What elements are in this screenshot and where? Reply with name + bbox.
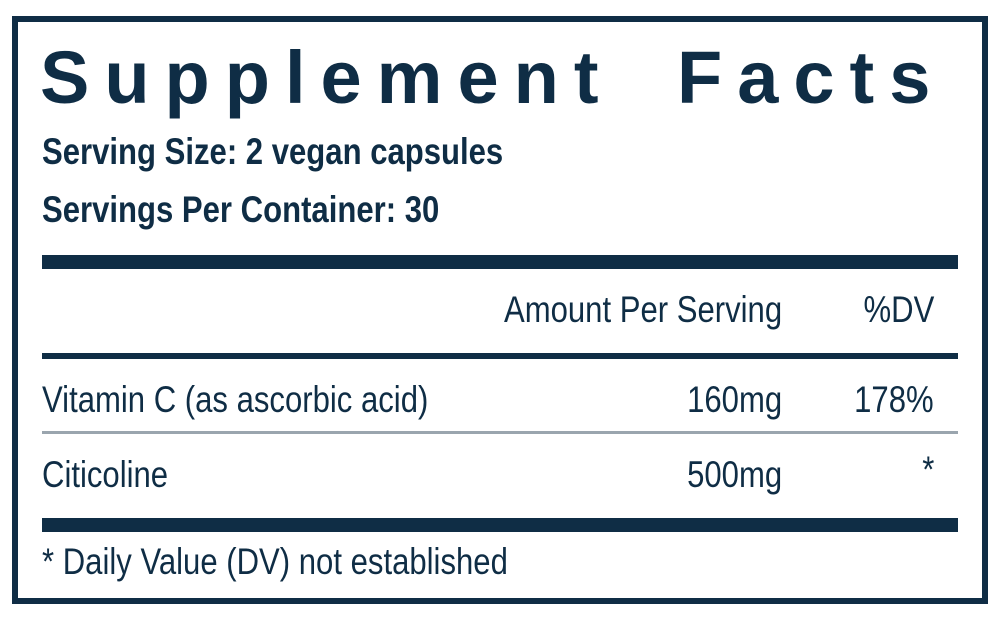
thick-divider-top <box>42 255 958 269</box>
header-amount: Amount Per Serving <box>451 290 782 330</box>
servings-per-container: Servings Per Container: 30 <box>42 190 515 230</box>
supplement-facts-panel <box>12 16 988 604</box>
panel-title: Supplement Facts <box>40 36 946 119</box>
servings-per-container-text: Servings Per Container: 30 <box>42 189 440 230</box>
nutrient-dv: 178% <box>854 379 934 420</box>
header-dv: %DV <box>850 290 934 330</box>
serving-size-text: Serving Size: 2 vegan capsules <box>42 131 504 172</box>
row-citicoline-amount: 500mg <box>669 455 782 495</box>
serving-size: Serving Size: 2 vegan capsules <box>42 132 591 172</box>
thick-divider-bottom <box>42 518 958 532</box>
nutrient-amount: 500mg <box>686 454 782 495</box>
row-vitamin-c-amount: 160mg <box>669 380 782 420</box>
nutrient-amount: 160mg <box>686 379 782 420</box>
row-divider <box>42 431 958 434</box>
nutrient-name: Citicoline <box>42 454 169 495</box>
row-citicoline-dv: * <box>920 450 934 490</box>
nutrient-name: Vitamin C (as ascorbic acid) <box>42 379 429 420</box>
row-vitamin-c-dv: 178% <box>839 380 934 420</box>
footnote-text: * Daily Value (DV) not established <box>42 541 508 582</box>
row-citicoline-name: Citicoline <box>42 455 192 495</box>
header-amount-text: Amount Per Serving <box>503 289 782 330</box>
row-vitamin-c-name: Vitamin C (as ascorbic acid) <box>42 380 502 420</box>
footnote: * Daily Value (DV) not established <box>42 542 597 582</box>
header-dv-text: %DV <box>863 289 934 330</box>
nutrient-dv: * <box>921 449 934 490</box>
header-divider <box>42 353 958 359</box>
